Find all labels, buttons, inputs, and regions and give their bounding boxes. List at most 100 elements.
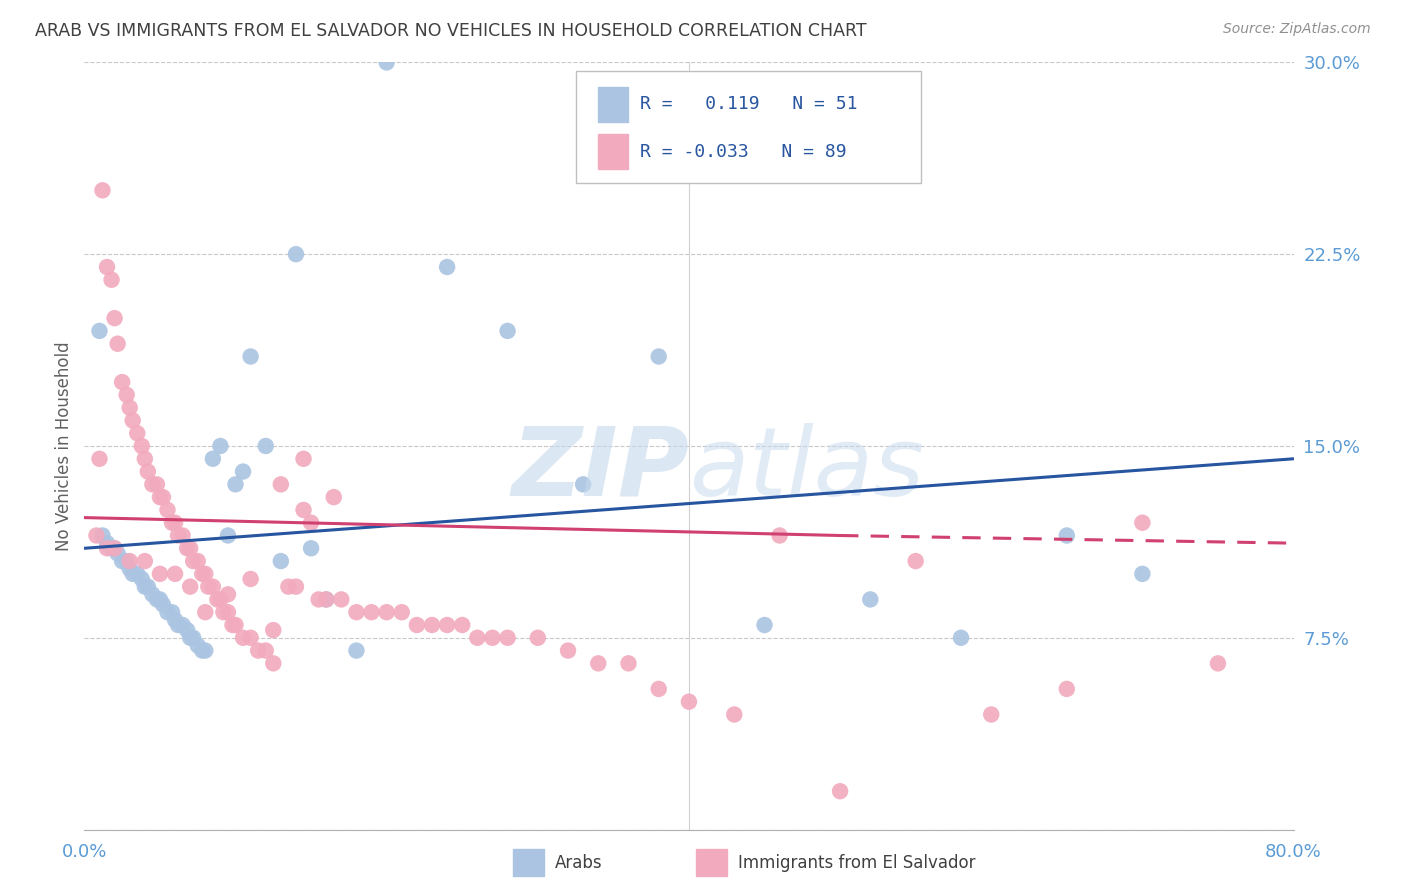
Point: [496, 631, 519, 645]
Text: atlas: atlas: [689, 423, 924, 516]
Point: [207, 592, 229, 607]
Point: [209, 592, 232, 607]
Point: [648, 681, 671, 696]
Point: [149, 592, 172, 607]
Point: [980, 707, 1002, 722]
Point: [648, 350, 671, 364]
Point: [221, 618, 243, 632]
Point: [830, 784, 852, 798]
Point: [115, 388, 138, 402]
Point: [277, 580, 299, 594]
Point: [557, 643, 579, 657]
Point: [187, 554, 209, 568]
Point: [617, 657, 640, 671]
Point: [270, 554, 292, 568]
Point: [156, 503, 179, 517]
Point: [217, 587, 239, 601]
Point: [678, 695, 700, 709]
Point: [111, 554, 134, 568]
Point: [146, 592, 169, 607]
Point: [292, 451, 315, 466]
Point: [118, 562, 141, 576]
Text: R = -0.033   N = 89: R = -0.033 N = 89: [640, 143, 846, 161]
Point: [91, 528, 114, 542]
Point: [285, 247, 308, 261]
Point: [239, 631, 262, 645]
Text: ZIP: ZIP: [510, 423, 689, 516]
Point: [194, 643, 217, 657]
Point: [181, 554, 204, 568]
Point: [1056, 528, 1078, 542]
Point: [136, 580, 159, 594]
Point: [754, 618, 776, 632]
Point: [107, 336, 129, 351]
Point: [225, 618, 247, 632]
Point: [262, 657, 284, 671]
Point: [89, 451, 111, 466]
Point: [572, 477, 595, 491]
Point: [136, 465, 159, 479]
Point: [118, 554, 141, 568]
Point: [406, 618, 429, 632]
Point: [118, 401, 141, 415]
Point: [451, 618, 474, 632]
Point: [96, 260, 118, 274]
Point: [86, 528, 108, 542]
Point: [172, 618, 194, 632]
Point: [160, 605, 183, 619]
Point: [149, 566, 172, 581]
Point: [165, 566, 187, 581]
Point: [131, 572, 153, 586]
Y-axis label: No Vehicles in Household: No Vehicles in Household: [55, 341, 73, 551]
Point: [156, 605, 179, 619]
Point: [179, 631, 201, 645]
Point: [950, 631, 973, 645]
Point: [134, 554, 156, 568]
Point: [127, 426, 149, 441]
Point: [141, 477, 163, 491]
Point: [247, 643, 270, 657]
Point: [115, 554, 138, 568]
Point: [165, 516, 187, 530]
Point: [191, 566, 214, 581]
Text: Immigrants from El Salvador: Immigrants from El Salvador: [738, 854, 976, 871]
Point: [104, 541, 127, 556]
Point: [167, 528, 190, 542]
Point: [131, 439, 153, 453]
Point: [212, 605, 235, 619]
Point: [201, 580, 224, 594]
Point: [232, 631, 254, 645]
Point: [96, 536, 118, 550]
Point: [420, 618, 443, 632]
Point: [176, 541, 198, 556]
Point: [111, 375, 134, 389]
Point: [179, 541, 201, 556]
Point: [127, 566, 149, 581]
Point: [146, 477, 169, 491]
Point: [1056, 681, 1078, 696]
Point: [197, 580, 219, 594]
Point: [315, 592, 337, 607]
Text: Arabs: Arabs: [555, 854, 603, 871]
Point: [134, 580, 156, 594]
Point: [217, 605, 239, 619]
Text: ARAB VS IMMIGRANTS FROM EL SALVADOR NO VEHICLES IN HOUSEHOLD CORRELATION CHART: ARAB VS IMMIGRANTS FROM EL SALVADOR NO V…: [35, 22, 866, 40]
Point: [167, 618, 190, 632]
Point: [104, 311, 127, 326]
Point: [1206, 657, 1229, 671]
Point: [187, 639, 209, 653]
Point: [315, 592, 337, 607]
Point: [346, 643, 368, 657]
Point: [270, 477, 292, 491]
Point: [1132, 516, 1154, 530]
Point: [121, 566, 143, 581]
Point: [179, 580, 201, 594]
Point: [285, 580, 308, 594]
Point: [391, 605, 413, 619]
Point: [436, 618, 458, 632]
Point: [194, 605, 217, 619]
Point: [152, 490, 174, 504]
Point: [107, 546, 129, 560]
Point: [134, 451, 156, 466]
Point: [239, 572, 262, 586]
